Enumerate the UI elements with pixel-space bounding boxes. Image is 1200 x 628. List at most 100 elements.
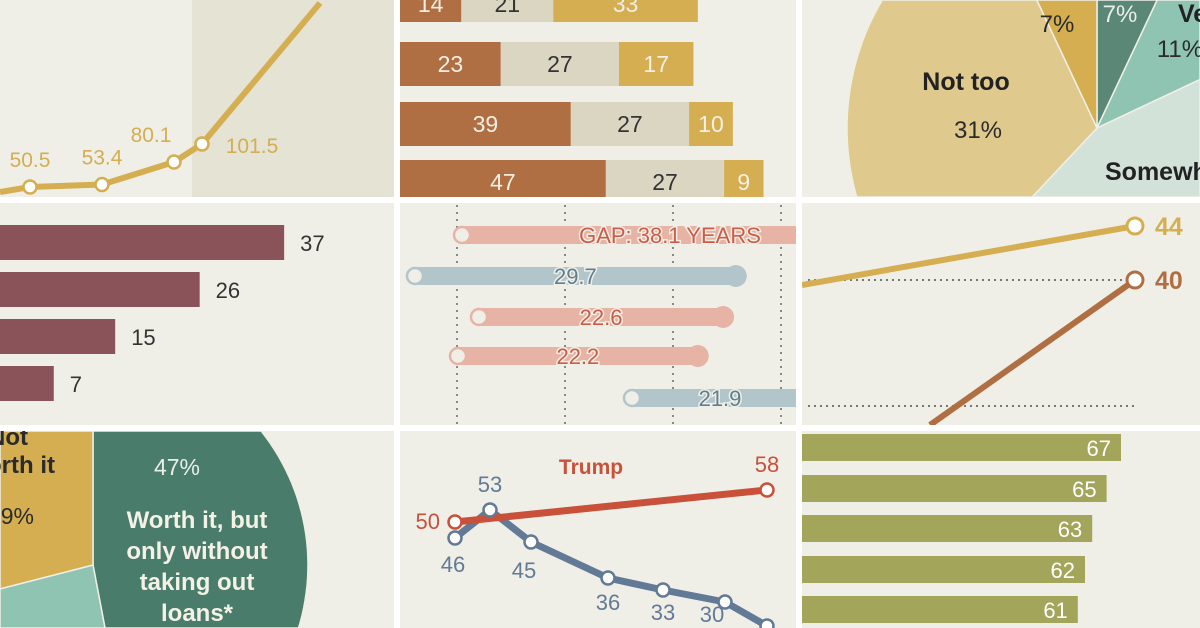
data-label: 53 <box>478 472 502 497</box>
bar <box>802 556 1085 583</box>
bar-segment <box>400 102 571 146</box>
bar-value-label: 9 <box>737 169 750 195</box>
bar-value-label: 61 <box>1043 598 1067 623</box>
data-point <box>482 502 498 518</box>
bar-segment <box>570 102 690 146</box>
start-point <box>622 388 642 408</box>
bar-value-label: 27 <box>617 111 643 137</box>
bar <box>0 225 285 260</box>
bar-value-label: 15 <box>131 325 155 350</box>
bar-value-label: 23 <box>438 51 464 77</box>
slice-name-line: Worth it, but <box>127 507 268 534</box>
end-point <box>1125 216 1145 236</box>
series-line-trump <box>454 486 768 526</box>
data-point <box>759 482 775 498</box>
data-label: 101.5 <box>226 135 279 158</box>
gap-label: 22.2 <box>556 344 599 369</box>
data-label: Not too <box>922 68 1009 96</box>
data-label: 47% <box>154 454 200 480</box>
data-label: 45 <box>512 558 536 583</box>
shaded-region <box>192 0 394 197</box>
data-point <box>717 594 733 610</box>
panel-trump-lines: Trump 50 58 46 53 45 36 33 30 <box>400 431 796 628</box>
panel-olive-bars: 67 65 63 62 61 <box>802 431 1200 628</box>
bar-value-label: 14 <box>418 0 444 17</box>
bar-segment <box>400 0 462 22</box>
panel-gold-line: 50.5 53.4 80.1 101.5 <box>0 0 394 197</box>
bar-segment <box>724 160 764 197</box>
data-point <box>94 176 110 193</box>
bar-segment <box>553 0 698 22</box>
data-label: 50 <box>416 509 440 534</box>
bar-segment <box>500 42 619 86</box>
data-point <box>166 154 182 170</box>
bar-value-label: 27 <box>652 169 678 195</box>
data-point <box>194 136 210 152</box>
data-point <box>447 530 463 546</box>
data-label: Very <box>1178 0 1200 28</box>
data-label: 58 <box>755 452 779 477</box>
data-label: 33 <box>651 600 675 625</box>
data-point <box>523 534 539 550</box>
data-point <box>22 179 38 195</box>
gap-label: 29.7 <box>554 264 597 289</box>
end-point <box>724 265 747 287</box>
end-point <box>1125 270 1145 290</box>
bar-value-label: 33 <box>613 0 639 17</box>
panel-two-lines: 44 40 <box>802 203 1200 425</box>
bar-value-label: 65 <box>1072 477 1096 502</box>
bar <box>802 515 1093 542</box>
slice-name-line: taking out <box>140 569 255 596</box>
data-point <box>759 618 775 628</box>
slice-name-line: worth it <box>0 452 55 479</box>
bar-value-label: 47 <box>490 169 516 195</box>
panel-pie-bottom-left: 47% Worth it, but only without taking out lo… <box>0 424 394 628</box>
bar-value-label: 21 <box>495 0 521 17</box>
bar-segment <box>400 42 501 86</box>
series-line <box>928 277 1137 425</box>
data-label: 53.4 <box>82 147 123 170</box>
slice-name-line: Not <box>0 424 28 451</box>
data-label: 30 <box>700 602 724 627</box>
data-label: 11% <box>1157 36 1200 63</box>
bar-value-label: 7 <box>70 372 82 397</box>
start-point <box>469 307 489 327</box>
pie-slice <box>1035 0 1098 129</box>
pie-slice <box>846 0 1098 197</box>
data-label: 36 <box>596 590 620 615</box>
slice-name-label: Notworth it <box>0 424 55 479</box>
bar <box>0 366 54 401</box>
pie-slice <box>92 431 309 628</box>
panel-stacked-bars: 14 21 33 23 27 17 39 27 10 47 27 9 <box>400 0 796 197</box>
bar-value-label: 39 <box>473 111 499 137</box>
bar-value-label: 27 <box>547 51 573 77</box>
bar-segment <box>689 102 733 146</box>
series-line <box>802 223 1136 288</box>
start-point <box>448 346 468 366</box>
data-label: 44 <box>1155 213 1183 241</box>
data-label: 46 <box>441 552 465 577</box>
gap-label: 22.6 <box>580 305 623 330</box>
slice-name-label: Worth it, but only without taking out loans… <box>126 507 267 627</box>
bar-segment <box>461 0 554 22</box>
data-label: 50.5 <box>10 149 51 172</box>
data-point <box>447 514 463 530</box>
data-point <box>655 582 671 598</box>
gap-label: 21.9 <box>699 386 742 411</box>
data-label: 40 <box>1155 267 1183 295</box>
bar <box>802 475 1107 502</box>
bar-segment <box>619 42 694 86</box>
panel-pie-top-right: 7% 11% Very Somewhat Not too 31% 7% <box>802 0 1200 197</box>
bar-value-label: 37 <box>300 231 324 256</box>
panel-background <box>802 203 1200 425</box>
slice-name-line: loans* <box>161 600 234 627</box>
bar <box>802 596 1078 623</box>
end-point <box>686 345 709 367</box>
slice-name-line: only without <box>126 538 267 565</box>
start-point <box>452 225 472 245</box>
gap-label: GAP: 38.1 YEARS <box>579 223 761 248</box>
data-label: 31% <box>954 117 1002 144</box>
end-point <box>712 306 735 328</box>
bar-value-label: 17 <box>643 51 669 77</box>
